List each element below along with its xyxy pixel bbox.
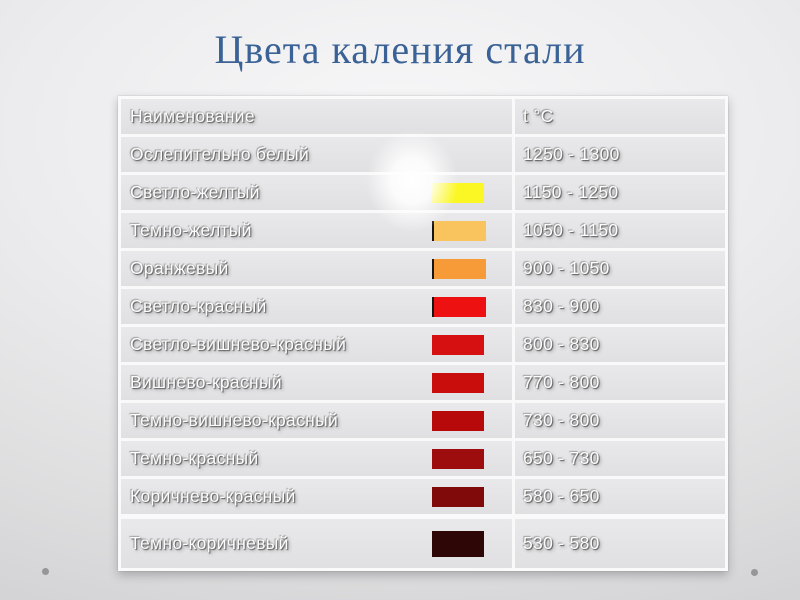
bottom-right-bullet-decoration — [751, 569, 758, 576]
table-row: Светло-красный 830 - 900 — [121, 289, 725, 327]
table-row: Коричнево-красный 580 - 650 — [121, 479, 725, 517]
table-row: Светло-вишнево-красный 800 - 830 — [121, 327, 725, 365]
color-name-label: Ослепительно белый — [130, 144, 310, 164]
row-cell-temp: 580 - 650 — [515, 479, 725, 514]
header-cell-temp: t °C — [515, 99, 725, 134]
table-row: Светло-желтый 1150 - 1250 — [121, 175, 725, 213]
color-swatch — [432, 530, 484, 557]
row-cell-name: Темно-вишнево-красный — [121, 403, 515, 438]
color-name-label: Темно-вишнево-красный — [130, 410, 339, 430]
temperature-range-label: 1050 - 1150 — [523, 220, 619, 240]
temperature-range-label: 530 - 580 — [523, 533, 600, 553]
row-cell-temp: 1050 - 1150 — [515, 213, 725, 248]
row-cell-name: Коричнево-красный — [121, 479, 515, 514]
row-cell-temp: 650 - 730 — [515, 441, 725, 476]
table-row: Темно-вишнево-красный 730 - 800 — [121, 403, 725, 441]
temperature-range-label: 1250 - 1300 — [523, 144, 620, 164]
row-cell-temp: 830 - 900 — [515, 289, 725, 324]
color-swatch — [432, 182, 484, 203]
heat-colors-table: Наименование t °C Ослепительно белый 125… — [118, 96, 728, 571]
color-swatch — [432, 296, 486, 317]
temperature-range-label: 900 - 1050 — [523, 258, 610, 278]
color-name-label: Оранжевый — [130, 258, 229, 278]
color-swatch — [432, 334, 484, 355]
row-cell-temp: 1150 - 1250 — [515, 175, 725, 210]
color-swatch — [432, 448, 484, 469]
color-swatch — [432, 372, 484, 393]
table-row: Темно-красный 650 - 730 — [121, 441, 725, 479]
color-swatch — [432, 258, 486, 279]
color-name-label: Темно-желтый — [130, 220, 252, 240]
color-name-label: Светло-красный — [130, 296, 267, 316]
row-cell-temp: 900 - 1050 — [515, 251, 725, 286]
row-cell-name: Темно-красный — [121, 441, 515, 476]
page-title: Цвета каления стали — [214, 27, 586, 72]
row-cell-name: Темно-желтый — [121, 213, 515, 248]
color-name-label: Светло-желтый — [130, 182, 260, 202]
temperature-range-label: 730 - 800 — [523, 410, 600, 430]
color-name-label: Темно-красный — [130, 448, 259, 468]
temperature-range-label: 800 - 830 — [523, 334, 600, 354]
row-cell-name: Темно-коричневый — [121, 519, 515, 568]
row-cell-name: Светло-желтый — [121, 175, 515, 210]
bottom-left-bullet-decoration — [42, 568, 49, 575]
row-cell-temp: 530 - 580 — [515, 519, 725, 568]
temperature-range-label: 770 - 800 — [523, 372, 600, 392]
table-row: Вишнево-красный 770 - 800 — [121, 365, 725, 403]
column-header-name: Наименование — [130, 106, 255, 126]
color-swatch — [432, 410, 484, 431]
temperature-range-label: 830 - 900 — [523, 296, 600, 316]
color-swatch — [432, 486, 484, 507]
table-row: Темно-коричневый 530 - 580 — [121, 517, 725, 568]
row-cell-temp: 1250 - 1300 — [515, 137, 725, 172]
temperature-range-label: 1150 - 1250 — [523, 182, 619, 202]
row-cell-temp: 800 - 830 — [515, 327, 725, 362]
table-row: Ослепительно белый 1250 - 1300 — [121, 137, 725, 175]
row-cell-name: Оранжевый — [121, 251, 515, 286]
row-cell-name: Светло-вишнево-красный — [121, 327, 515, 362]
row-cell-name: Вишнево-красный — [121, 365, 515, 400]
color-name-label: Темно-коричневый — [130, 533, 289, 553]
color-name-label: Коричнево-красный — [130, 486, 296, 506]
temperature-range-label: 650 - 730 — [523, 448, 600, 468]
row-cell-name: Ослепительно белый — [121, 137, 515, 172]
header-cell-name: Наименование — [121, 99, 515, 134]
row-cell-temp: 770 - 800 — [515, 365, 725, 400]
temperature-range-label: 580 - 650 — [523, 486, 600, 506]
color-name-label: Светло-вишнево-красный — [130, 334, 347, 354]
color-swatch — [432, 220, 486, 241]
row-cell-temp: 730 - 800 — [515, 403, 725, 438]
color-name-label: Вишнево-красный — [130, 372, 282, 392]
row-cell-name: Светло-красный — [121, 289, 515, 324]
table-row: Оранжевый 900 - 1050 — [121, 251, 725, 289]
table-header-row: Наименование t °C — [121, 99, 725, 137]
column-header-temperature: t °C — [523, 106, 554, 126]
table-row: Темно-желтый 1050 - 1150 — [121, 213, 725, 251]
